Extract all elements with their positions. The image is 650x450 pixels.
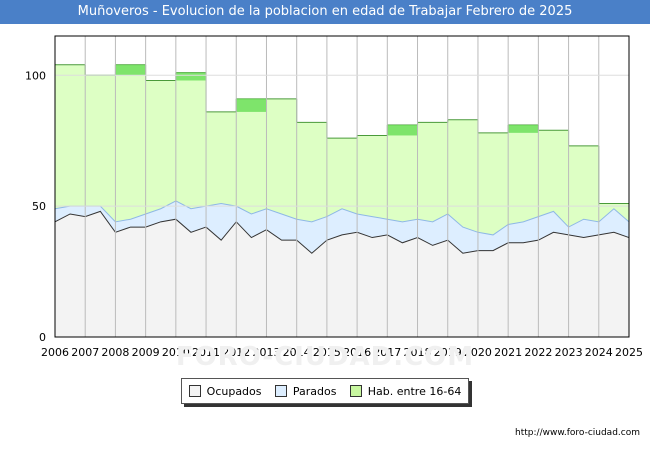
x-tick-label-2007: 2007 — [71, 346, 99, 359]
legend-item-ocupados: Ocupados — [188, 384, 262, 398]
legend-label-ocupados: Ocupados — [206, 384, 262, 398]
x-tick-label-2016: 2016 — [343, 346, 371, 359]
hab-highlight-2017 — [387, 124, 418, 136]
x-tick-label-2025: 2025 — [615, 346, 643, 359]
hab-highlight-2021 — [508, 124, 539, 133]
x-tick-label-2022: 2022 — [524, 346, 552, 359]
ocupados-area — [55, 211, 629, 337]
legend-label-parados: Parados — [292, 384, 337, 398]
parados-area — [55, 200, 629, 254]
x-tick-label-2011: 2011 — [192, 346, 220, 359]
parados-line — [54, 200, 630, 236]
x-tick-label-2021: 2021 — [494, 346, 522, 359]
hab-highlight-2010 — [175, 72, 207, 81]
x-tick-label-2017: 2017 — [373, 346, 401, 359]
hab-highlight-2012 — [236, 98, 267, 112]
x-tick-label-2009: 2009 — [132, 346, 160, 359]
x-tick-label-2008: 2008 — [101, 346, 129, 359]
x-tick-label-2012: 2012 — [222, 346, 250, 359]
legend-swatch-hab — [349, 385, 362, 397]
chart-title: Muñoveros - Evolucion de la poblacion en… — [0, 0, 650, 24]
footer-url: http://www.foro-ciudad.com — [515, 428, 640, 438]
ocupados-line — [54, 210, 630, 254]
x-tick-label-2024: 2024 — [585, 346, 613, 359]
x-tick-label-2013: 2013 — [252, 346, 280, 359]
legend: Ocupados Parados Hab. entre 16-64 — [181, 378, 469, 404]
x-tick-label-2015: 2015 — [313, 346, 341, 359]
hab-highlight-2008 — [115, 64, 146, 76]
y-tick-label-100: 100 — [25, 69, 46, 82]
legend-label-hab: Hab. entre 16-64 — [367, 384, 462, 398]
x-tick-label-2010: 2010 — [162, 346, 190, 359]
x-tick-label-2014: 2014 — [283, 346, 311, 359]
y-tick-label-0: 0 — [39, 331, 46, 344]
x-tick-label-2006: 2006 — [41, 346, 69, 359]
legend-swatch-parados — [274, 385, 287, 397]
x-tick-label-2020: 2020 — [464, 346, 492, 359]
legend-item-parados: Parados — [274, 384, 337, 398]
legend-item-hab: Hab. entre 16-64 — [349, 384, 462, 398]
y-tick-label-50: 50 — [32, 200, 46, 213]
x-tick-label-2018: 2018 — [404, 346, 432, 359]
x-tick-label-2023: 2023 — [555, 346, 583, 359]
plot-frame — [54, 35, 630, 338]
legend-swatch-ocupados — [188, 385, 201, 397]
x-tick-label-2019: 2019 — [434, 346, 462, 359]
watermark: FORO-CIUDAD.COM — [175, 342, 475, 372]
